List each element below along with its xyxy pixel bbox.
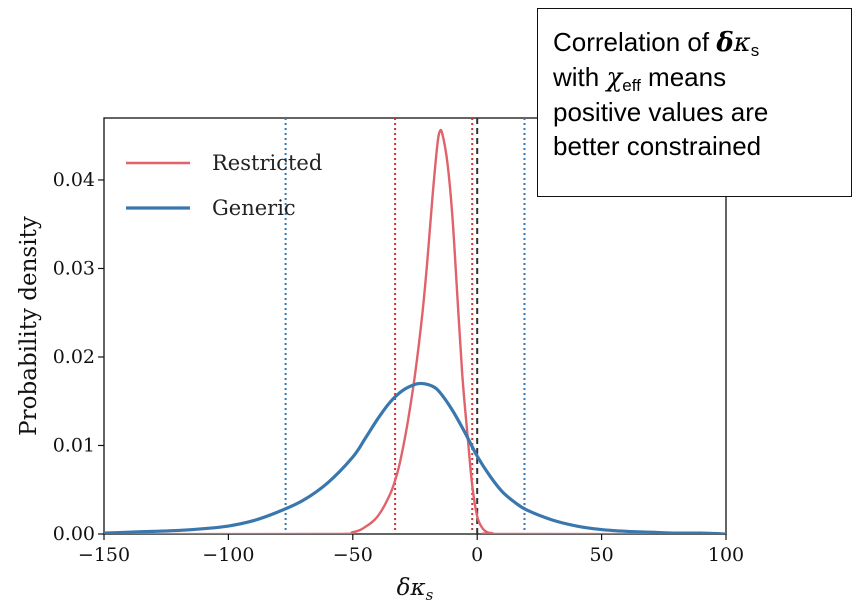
x-tick-label: −50 [333, 544, 373, 566]
y-tick-label: 0.04 [53, 169, 95, 191]
series-line-restricted [104, 128, 726, 534]
y-axis-title: Probability density [16, 216, 42, 436]
x-tick-label: −150 [78, 544, 130, 566]
y-tick-label: 0.00 [53, 523, 95, 545]
legend-label-generic: Generic [212, 196, 296, 220]
x-tick-label: 0 [471, 544, 483, 566]
y-tick-label: 0.01 [53, 434, 95, 456]
callout-line-2: with χeff means [553, 62, 727, 95]
plot-frame [103, 117, 727, 535]
x-tick-label: 100 [708, 544, 744, 566]
legend-label-restricted: Restricted [212, 151, 322, 175]
x-tick-label: 50 [590, 544, 614, 566]
annotation-callout: Correlation of δκs with χeff means posit… [537, 8, 852, 197]
legend: Restricted Generic [126, 151, 322, 220]
callout-line-1: Correlation of δκs [553, 27, 760, 60]
y-tick-label: 0.03 [53, 257, 95, 279]
y-tick-label: 0.02 [53, 346, 95, 368]
x-axis-title: δκs [397, 575, 434, 604]
series-line-generic [104, 381, 726, 534]
callout-line-3: positive values are [553, 97, 769, 127]
x-tick-label: −100 [202, 544, 254, 566]
callout-line-4: better constrained [553, 131, 762, 161]
